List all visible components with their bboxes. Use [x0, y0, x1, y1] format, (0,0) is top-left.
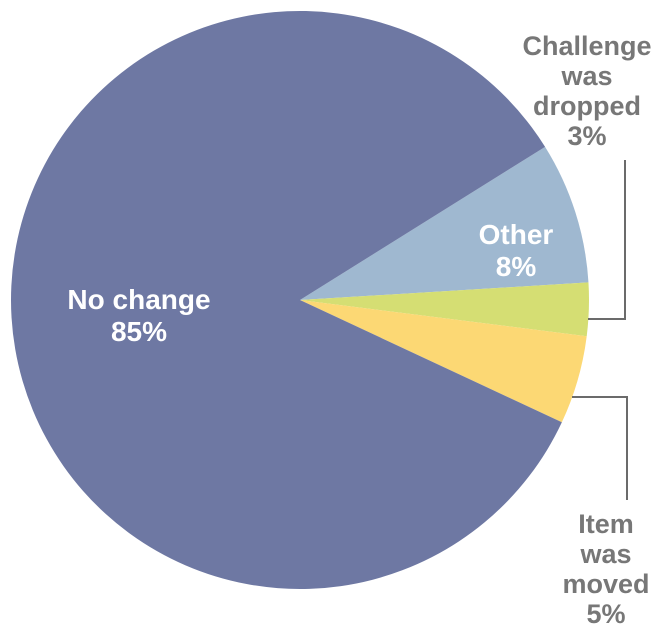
slice-label-line: was	[579, 539, 631, 569]
pie-slices	[11, 10, 590, 589]
pie-slice-other	[300, 146, 589, 300]
leader-line-item-was-moved	[572, 396, 628, 500]
slice-value-other: 8%	[496, 251, 537, 282]
slice-label-line: Challenge	[522, 31, 651, 61]
slice-label-other: Other 8%	[479, 219, 554, 282]
slice-value-item-was-moved: 5%	[586, 599, 625, 626]
leader-lines	[572, 160, 628, 500]
pie-slice-item-was-moved	[300, 300, 587, 423]
slice-label-no-change: No change 85%	[67, 284, 210, 347]
slice-value-no-change: 85%	[111, 316, 167, 347]
slice-label-line: Item	[578, 509, 634, 539]
pie-slice-no-change	[11, 10, 562, 589]
slice-label-line: moved	[562, 569, 649, 599]
slice-label-line: No change	[67, 284, 210, 315]
leader-line-challenge-was-dropped	[588, 160, 626, 320]
slice-label-line: Other	[479, 219, 554, 250]
slice-value-challenge-was-dropped: 3%	[567, 121, 606, 151]
slice-label-item-was-moved: Item was moved 5%	[562, 509, 649, 626]
slice-label-line: was	[560, 61, 612, 91]
slice-label-challenge-was-dropped: Challenge was dropped 3%	[522, 31, 651, 151]
slice-labels: Other 8%Challenge was dropped 3%Item was moved…	[67, 31, 651, 626]
pie-slice-challenge-was-dropped	[300, 282, 590, 337]
slice-label-line: dropped	[533, 91, 641, 121]
